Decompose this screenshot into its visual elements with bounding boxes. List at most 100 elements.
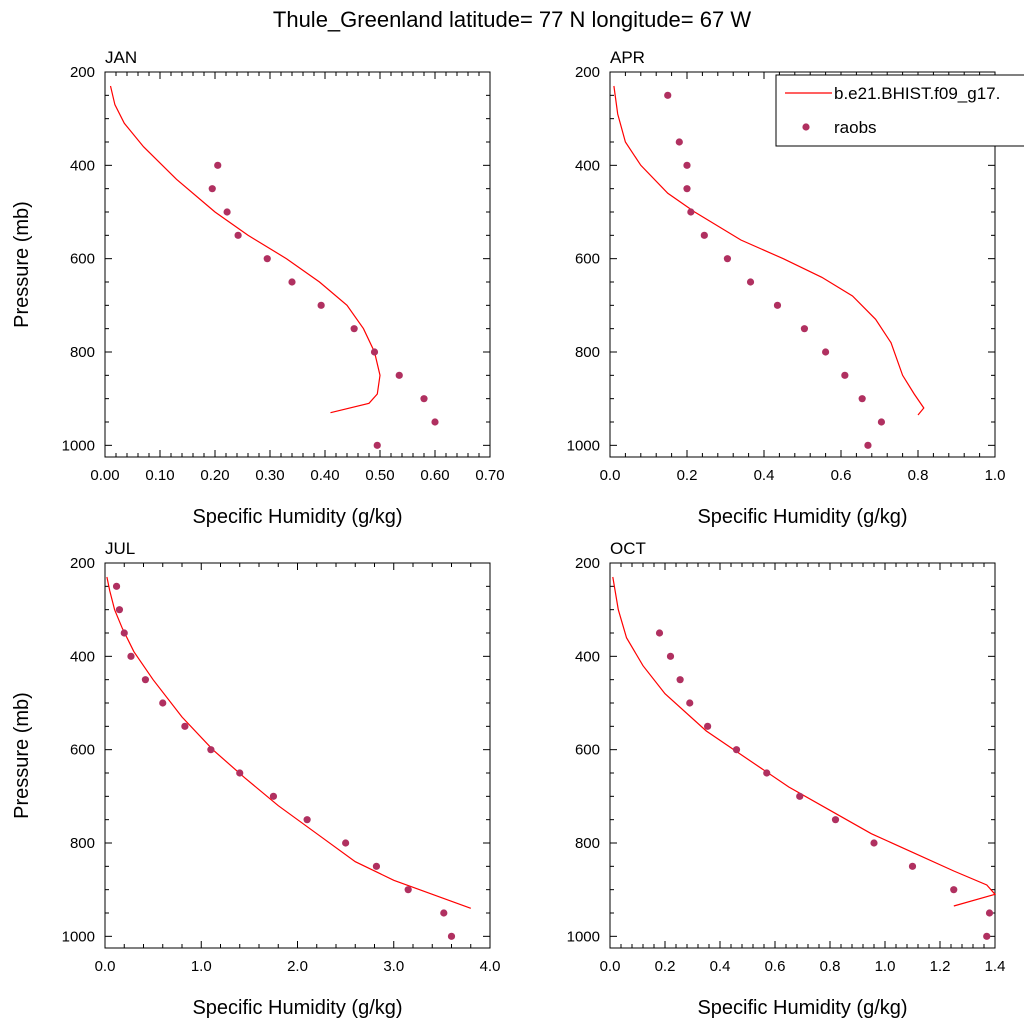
raobs-point [822, 348, 830, 356]
model-line [612, 576, 997, 907]
figure-title: Thule_Greenland latitude= 77 N longitude… [273, 7, 751, 32]
model-line [109, 85, 381, 414]
raobs-point [141, 676, 150, 684]
raobs-point [858, 395, 866, 403]
x-tick-label: 0.8 [908, 467, 929, 484]
raobs-point [983, 932, 991, 940]
raobs-point [404, 886, 412, 894]
y-tick-label: 200 [70, 555, 95, 572]
raobs-point [732, 746, 741, 754]
y-tick-label: 600 [70, 742, 95, 759]
raobs-point [800, 325, 809, 333]
y-tick-label: 1000 [62, 437, 95, 454]
y-tick-label: 400 [70, 157, 95, 174]
x-tick-label: 0.6 [831, 467, 852, 484]
raobs-point [214, 161, 222, 169]
raobs-point [269, 792, 278, 800]
x-tick-label: 2.0 [287, 958, 308, 975]
legend-obs-label: raobs [834, 118, 877, 137]
raobs-point [870, 839, 878, 847]
x-tick-label: 1.4 [985, 958, 1006, 975]
raobs-point [370, 348, 379, 356]
raobs-point [666, 652, 675, 660]
x-tick-label: 0.0 [600, 467, 621, 484]
y-tick-label: 1000 [567, 928, 600, 945]
y-tick-label: 600 [575, 251, 600, 268]
raobs-point [263, 255, 271, 263]
raobs-point [796, 792, 804, 800]
plot-frame [609, 562, 996, 949]
x-tick-label: 1.0 [985, 467, 1006, 484]
raobs-point [841, 371, 849, 379]
raobs-point [746, 278, 755, 286]
panel-title: JAN [105, 48, 137, 67]
legend: b.e21.BHIST.f09_g17.raobs [775, 74, 1024, 147]
x-tick-label: 0.2 [655, 958, 676, 975]
raobs-point [704, 722, 712, 730]
y-tick-label: 400 [575, 157, 600, 174]
panel-oct: OCT 0.0 0.2 0.4 0.6 0.8 1.0 1.2 1.4 200 400 600 800 1… [567, 539, 1006, 1019]
raobs-point [440, 909, 448, 917]
raobs-point [431, 418, 439, 426]
raobs-point [675, 138, 683, 146]
y-tick-label: 600 [575, 742, 600, 759]
raobs-point [877, 418, 886, 426]
raobs-point [207, 746, 215, 754]
raobs-point [303, 816, 311, 824]
panels: JAN 0.00 0.10 0.20 0.30 0.40 0.50 0.60 0.70 200 40… [11, 48, 1005, 1019]
y-tick-label: 800 [70, 344, 95, 361]
raobs-point [686, 699, 694, 707]
raobs-point [664, 91, 672, 99]
y-axis-label: Pressure (mb) [11, 201, 33, 328]
y-axis-label: Pressure (mb) [11, 692, 33, 819]
raobs-point [350, 325, 358, 333]
raobs-point [127, 652, 135, 660]
raobs-point [181, 722, 189, 730]
x-tick-label: 0.6 [765, 958, 786, 975]
plot-frame [104, 562, 491, 949]
raobs-point [908, 862, 917, 870]
y-tick-label: 600 [70, 251, 95, 268]
x-tick-label: 0.2 [677, 467, 698, 484]
y-tick-label: 200 [70, 64, 95, 81]
raobs-point [700, 231, 708, 239]
y-tick-label: 1000 [62, 928, 95, 945]
y-tick-label: 800 [575, 344, 600, 361]
legend-model-label: b.e21.BHIST.f09_g17. [834, 84, 1000, 103]
x-tick-label: 1.0 [875, 958, 896, 975]
raobs-point [763, 769, 771, 777]
raobs-point [223, 208, 231, 216]
y-tick-label: 800 [575, 835, 600, 852]
raobs-point [985, 909, 994, 917]
raobs-point [683, 161, 691, 169]
x-tick-label: 0.20 [200, 467, 229, 484]
plot-frame [609, 71, 996, 458]
raobs-point [950, 886, 958, 894]
raobs-point [288, 278, 296, 286]
panel-title: APR [610, 48, 645, 67]
plot-frame [104, 71, 491, 458]
x-tick-label: 0.40 [310, 467, 339, 484]
x-tick-label: 0.0 [95, 958, 116, 975]
raobs-point [372, 862, 381, 870]
raobs-point [687, 208, 695, 216]
x-axis-label: Specific Humidity (g/kg) [697, 997, 907, 1019]
x-tick-label: 0.4 [754, 467, 775, 484]
raobs-point [420, 395, 428, 403]
y-tick-label: 200 [575, 555, 600, 572]
x-tick-label: 0.30 [255, 467, 284, 484]
x-tick-label: 0.50 [365, 467, 394, 484]
raobs-point [831, 816, 840, 824]
raobs-point [112, 582, 121, 590]
raobs-point [723, 255, 732, 263]
x-axis-label: Specific Humidity (g/kg) [697, 506, 907, 528]
x-tick-label: 0.10 [145, 467, 174, 484]
panel-jul: JUL 0.0 1.0 2.0 3.0 4.0 200 400 600 800 1000 Specif… [11, 539, 500, 1019]
x-tick-label: 0.8 [820, 958, 841, 975]
raobs-point [120, 629, 128, 637]
raobs-point [208, 185, 216, 193]
y-tick-label: 1000 [567, 437, 600, 454]
raobs-point [683, 185, 691, 193]
x-tick-label: 0.70 [475, 467, 504, 484]
